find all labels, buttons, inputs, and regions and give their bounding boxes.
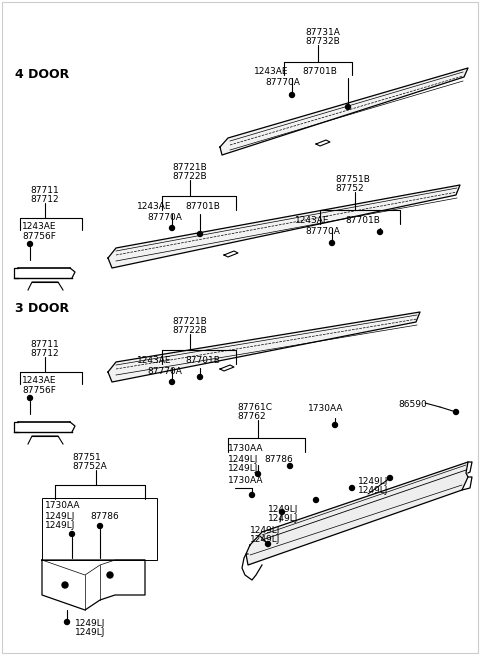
Circle shape (279, 510, 285, 514)
Bar (42, 498, 157, 560)
Text: 1730AA: 1730AA (228, 476, 264, 485)
Circle shape (313, 498, 319, 502)
Circle shape (329, 240, 335, 246)
Text: 87751: 87751 (72, 453, 101, 462)
Text: 87711: 87711 (30, 340, 59, 349)
Text: 87711: 87711 (30, 186, 59, 195)
Text: 1249LJ: 1249LJ (358, 477, 388, 486)
Text: 87770A: 87770A (147, 367, 182, 376)
Circle shape (255, 472, 261, 476)
Text: 87721B: 87721B (172, 163, 207, 172)
Text: 1730AA: 1730AA (228, 444, 264, 453)
Text: 87752: 87752 (335, 184, 364, 193)
Text: 1243AE: 1243AE (137, 202, 171, 211)
Circle shape (454, 409, 458, 415)
Text: 87701B: 87701B (302, 67, 337, 76)
Text: 87762: 87762 (237, 412, 265, 421)
Text: 1249LJ: 1249LJ (75, 619, 106, 628)
Circle shape (197, 231, 203, 236)
Circle shape (62, 582, 68, 588)
Text: 1249LJ: 1249LJ (45, 512, 75, 521)
Text: 87712: 87712 (30, 349, 59, 358)
Text: 1249LJ: 1249LJ (268, 514, 299, 523)
Circle shape (250, 493, 254, 498)
Circle shape (288, 464, 292, 468)
Text: 1249LJ: 1249LJ (358, 486, 388, 495)
Text: 87722B: 87722B (172, 172, 206, 181)
Polygon shape (220, 68, 468, 155)
Text: 87701B: 87701B (185, 356, 220, 365)
Text: 1243AE: 1243AE (295, 216, 329, 225)
Text: 87756F: 87756F (22, 232, 56, 241)
Text: 1249LJ: 1249LJ (250, 526, 280, 535)
Circle shape (70, 531, 74, 536)
Text: 87721B: 87721B (172, 317, 207, 326)
Text: 1249LJ: 1249LJ (228, 455, 258, 464)
Circle shape (97, 523, 103, 529)
Text: 1243AE: 1243AE (254, 67, 288, 76)
Text: 87786: 87786 (264, 455, 293, 464)
Text: 1730AA: 1730AA (308, 404, 344, 413)
Text: 87751B: 87751B (335, 175, 370, 184)
Text: 1249LJ: 1249LJ (268, 505, 299, 514)
Text: 87786: 87786 (90, 512, 119, 521)
Text: 87770A: 87770A (265, 78, 300, 87)
Circle shape (289, 92, 295, 98)
Text: 1249LJ: 1249LJ (250, 535, 280, 544)
Text: 87731A: 87731A (305, 28, 340, 37)
Text: 1243AE: 1243AE (22, 376, 57, 385)
Text: 1249LJ: 1249LJ (75, 628, 106, 637)
Text: 1243AE: 1243AE (22, 222, 57, 231)
Circle shape (107, 572, 113, 578)
Circle shape (64, 620, 70, 624)
Text: 87752A: 87752A (72, 462, 107, 471)
Text: 87712: 87712 (30, 195, 59, 204)
Circle shape (265, 542, 271, 546)
Text: 87722B: 87722B (172, 326, 206, 335)
Circle shape (346, 105, 350, 109)
Circle shape (169, 225, 175, 231)
Text: 87761C: 87761C (237, 403, 272, 412)
Text: 1249LJ: 1249LJ (228, 464, 258, 473)
Text: 1249LJ: 1249LJ (45, 521, 75, 530)
Text: 87732B: 87732B (305, 37, 340, 46)
Circle shape (349, 485, 355, 491)
Circle shape (377, 229, 383, 234)
Circle shape (197, 375, 203, 379)
Text: 1243AE: 1243AE (137, 356, 171, 365)
Text: 87701B: 87701B (185, 202, 220, 211)
Circle shape (333, 422, 337, 428)
Circle shape (169, 379, 175, 384)
Text: 4 DOOR: 4 DOOR (15, 68, 69, 81)
Polygon shape (246, 462, 468, 565)
Text: 87770A: 87770A (147, 213, 182, 222)
Text: 1730AA: 1730AA (45, 501, 81, 510)
Text: 87756F: 87756F (22, 386, 56, 395)
Circle shape (387, 476, 393, 481)
Polygon shape (108, 312, 420, 382)
Circle shape (27, 242, 33, 246)
Text: 86590: 86590 (398, 400, 427, 409)
Polygon shape (108, 185, 460, 268)
Text: 3 DOOR: 3 DOOR (15, 302, 69, 315)
Circle shape (27, 396, 33, 400)
Text: 87770A: 87770A (305, 227, 340, 236)
Text: 87701B: 87701B (345, 216, 380, 225)
